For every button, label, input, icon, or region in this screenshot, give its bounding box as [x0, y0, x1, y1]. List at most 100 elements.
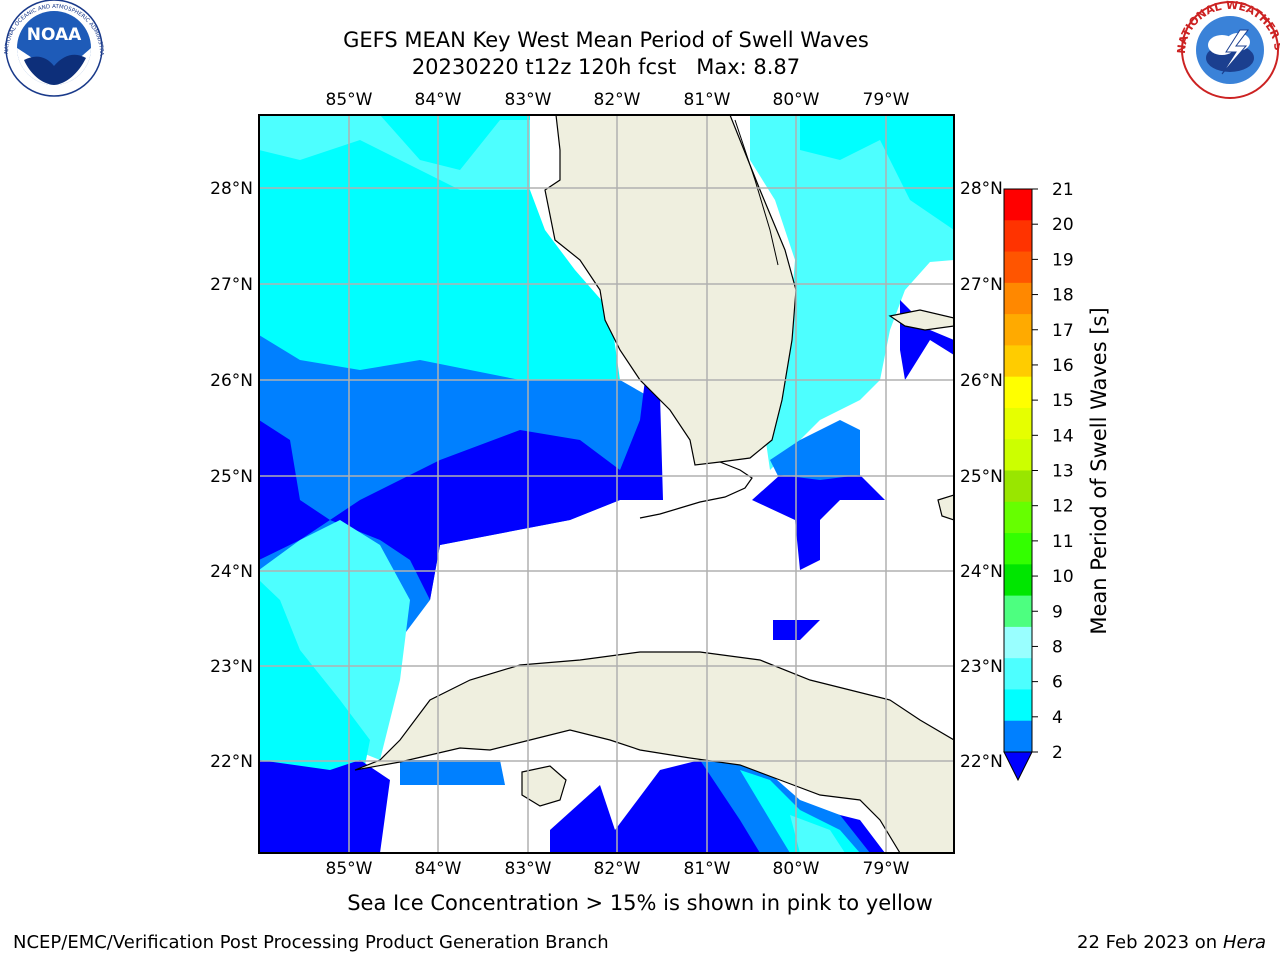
- colorbar-tick-label: 12: [1052, 497, 1074, 517]
- colorbar-tick-label: 10: [1052, 567, 1074, 587]
- colorbar-swatch: [1004, 345, 1032, 378]
- colorbar-tick-label: 9: [1052, 602, 1063, 622]
- lat-label-right: 26°N: [960, 371, 1003, 391]
- colorbar-swatch: [1004, 282, 1032, 315]
- lat-label-right: 27°N: [960, 275, 1003, 295]
- lon-label-bottom: 83°W: [505, 859, 552, 879]
- colorbar-swatch: [1004, 407, 1032, 440]
- colorbar-tick-label: 8: [1052, 637, 1063, 657]
- swell-band-lt2-straits: [752, 475, 885, 570]
- colorbar-swatch: [1004, 689, 1032, 722]
- lat-label-left: 25°N: [210, 467, 253, 487]
- nws-logo-ring: NATIONAL WEATHER SERVICE: [0, 0, 1280, 54]
- lon-label-top: 83°W: [505, 90, 552, 110]
- map-title-line2: 20230220 t12z 120h fcst Max: 8.87: [411, 55, 801, 79]
- lat-label-right: 24°N: [960, 562, 1003, 582]
- colorbar-swatch: [1004, 720, 1032, 753]
- colorbar-tick-label: 6: [1052, 673, 1063, 693]
- colorbar-swatch: [1004, 189, 1032, 221]
- swell-band-6-8-caribbean: [790, 815, 845, 853]
- nws-logo: NATIONAL WEATHER SERVICE: [0, 0, 1280, 99]
- isla-juventud-land: [521, 765, 567, 807]
- graticule: [259, 115, 954, 853]
- colorbar-tick-label: 11: [1052, 532, 1074, 552]
- colorbar-tick-label: 18: [1052, 286, 1074, 306]
- lon-label-top: 85°W: [326, 90, 373, 110]
- branch-credit: NCEP/EMC/Verification Post Processing Pr…: [13, 932, 609, 953]
- swell-band-4-6-atlantic: [800, 115, 954, 230]
- bay-coast: [734, 119, 779, 266]
- lon-label-bottom: 82°W: [594, 859, 641, 879]
- swell-band-4-6-west: [259, 580, 370, 800]
- colorbar-tick-label: 13: [1052, 462, 1074, 482]
- colorbar-swatch: [1004, 314, 1032, 346]
- lon-label-bottom: 84°W: [415, 859, 462, 879]
- colorbar-tick-label: 20: [1052, 215, 1074, 235]
- colorbar-tick-label: 16: [1052, 356, 1074, 376]
- lon-label-top: 84°W: [415, 90, 462, 110]
- colorbar-swatch: [1004, 658, 1032, 690]
- swell-band-lt2-sw: [259, 760, 390, 853]
- lat-label-left: 27°N: [210, 275, 253, 295]
- run-date: 22 Feb 2023 on Hera: [1077, 932, 1266, 953]
- run-date-text: 22 Feb 2023 on: [1077, 932, 1218, 953]
- lat-label-right: 23°N: [960, 657, 1003, 677]
- lon-label-bottom: 81°W: [684, 859, 731, 879]
- bahamas-land: [888, 309, 954, 331]
- lat-label-right: 25°N: [960, 467, 1003, 487]
- colorbar-swatch: [1004, 439, 1032, 471]
- swell-band-2-4-yucatan: [400, 760, 505, 785]
- colorbar-tick-label: 19: [1052, 250, 1074, 270]
- colorbar-swatch: [1004, 376, 1032, 409]
- swell-band-6-8-atlantic: [750, 115, 954, 470]
- colorbar-swatch: [1004, 251, 1032, 284]
- colorbar-swatch: [1004, 220, 1032, 253]
- colorbar-swatch: [1004, 595, 1032, 628]
- lat-label-left: 24°N: [210, 562, 253, 582]
- lat-label-left: 22°N: [210, 752, 253, 772]
- map-title-line1: GEFS MEAN Key West Mean Period of Swell …: [343, 28, 869, 52]
- swell-band-lt2-gulf: [259, 420, 620, 600]
- colorbar-tick-label: 4: [1052, 708, 1063, 728]
- lat-label-right: 28°N: [960, 179, 1003, 199]
- colorbar: 2 4 6 8 9 10 11 12 13 14 15 16 17 18 19 20 21: [1003, 180, 1074, 782]
- swell-band-6-8-gulf: [259, 115, 530, 190]
- lon-label-top: 79°W: [863, 90, 910, 110]
- lat-label-left: 28°N: [210, 179, 253, 199]
- andros-land: [937, 494, 954, 521]
- lon-label-bottom: 85°W: [326, 859, 373, 879]
- lon-label-top: 82°W: [594, 90, 641, 110]
- lat-label-left: 23°N: [210, 657, 253, 677]
- noaa-logo-text: NOAA: [27, 25, 82, 45]
- lat-label-right: 22°N: [960, 752, 1003, 772]
- lon-labels-top: 85°W 84°W 83°W 82°W 81°W 80°W 79°W: [326, 90, 910, 110]
- florida-land: [544, 115, 797, 466]
- lat-labels-left: 28°N 27°N 26°N 25°N 24°N 23°N 22°N: [210, 179, 253, 772]
- colorbar-swatch: [1004, 470, 1032, 503]
- lon-labels-bottom: 85°W 84°W 83°W 82°W 81°W 80°W 79°W: [326, 859, 910, 879]
- keys-land: [639, 461, 753, 519]
- lon-label-top: 80°W: [773, 90, 820, 110]
- colorbar-swatch: [1004, 564, 1032, 597]
- colorbar-swatch: [1004, 501, 1032, 534]
- lon-label-bottom: 80°W: [773, 859, 820, 879]
- swell-band-lt2-keywest: [620, 380, 663, 500]
- lat-labels-right: 28°N 27°N 26°N 25°N 24°N 23°N 22°N: [960, 179, 1003, 772]
- colorbar-swatch: [1004, 533, 1032, 565]
- cuba-land: [354, 651, 954, 853]
- sea-ice-note: Sea Ice Concentration > 15% is shown in …: [347, 891, 933, 915]
- lon-label-top: 81°W: [684, 90, 731, 110]
- colorbar-tick-label: 21: [1052, 180, 1074, 200]
- colorbar-tick-label: 15: [1052, 391, 1074, 411]
- colorbar-label: Mean Period of Swell Waves [s]: [1087, 307, 1111, 634]
- noaa-logo: NOAA NATIONAL OCEANIC AND ATMOSPHERIC AD…: [0, 0, 104, 97]
- map-area: [259, 115, 954, 853]
- lon-label-bottom: 79°W: [863, 859, 910, 879]
- lat-label-left: 26°N: [210, 371, 253, 391]
- colorbar-tick-label: 14: [1052, 426, 1074, 446]
- colorbar-tick-label: 2: [1052, 743, 1063, 763]
- machine-name: Hera: [1222, 932, 1266, 953]
- colorbar-tick-label: 17: [1052, 321, 1074, 341]
- colorbar-swatch: [1004, 626, 1032, 659]
